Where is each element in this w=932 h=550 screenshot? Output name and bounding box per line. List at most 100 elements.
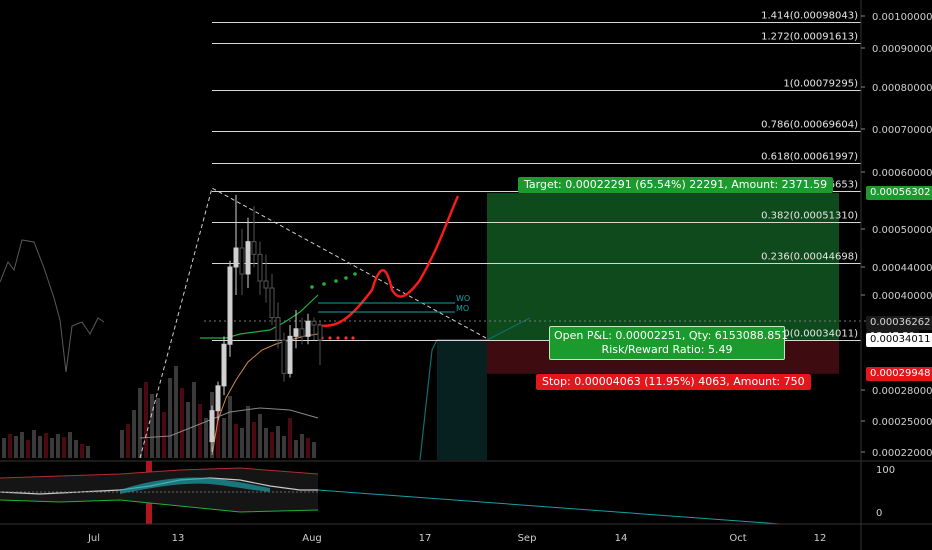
price-axis[interactable]: 0.00100000 0.00090000 0.00080000 0.00070000… [860, 0, 932, 550]
candle-body [293, 328, 299, 337]
price-tag: 0.00034011 [866, 333, 932, 347]
volume-bar [264, 428, 268, 458]
volume-bar [2, 438, 6, 458]
volume-bar [162, 412, 166, 458]
axis-tick-label: 0.00100000 [872, 12, 932, 23]
volume-bar [276, 426, 280, 458]
open-pnl-label[interactable]: Open P&L: 0.00002251, Qty: 6153088.851 R… [549, 326, 789, 360]
volume-bar [282, 436, 286, 458]
volume-bar [240, 428, 244, 458]
axis-tick-label: 0.00022000 [872, 448, 932, 459]
volume-bar [306, 438, 310, 458]
candle-body [239, 247, 245, 275]
volume-bar [20, 432, 24, 458]
projected-fill [437, 340, 487, 460]
candle-body [245, 241, 251, 275]
volume-bar [44, 433, 48, 458]
sma-orange [211, 333, 319, 456]
red-dot [336, 336, 340, 340]
candle-body [221, 343, 227, 387]
green-dot [310, 285, 314, 289]
volume-bar [32, 430, 36, 458]
osc-tick: 0 [876, 508, 882, 519]
volume-bar [150, 394, 154, 458]
volume-bar [62, 437, 66, 458]
price-tag: 0.00056302 [866, 186, 932, 200]
volume-bar [56, 434, 60, 458]
volume-bar [294, 440, 298, 458]
time-tick-label: Aug [302, 533, 322, 544]
stop-label[interactable]: Stop: 0.00004063 (11.95%) 4063, Amount: … [536, 374, 811, 390]
volume-bar [288, 418, 292, 458]
candle-body [317, 324, 323, 341]
osc-tick: 100 [876, 465, 895, 476]
volume-bar [192, 382, 196, 458]
volume-bar [156, 398, 160, 458]
volume-bar [14, 436, 18, 458]
volume-bar [138, 388, 142, 458]
volume-bar [132, 410, 136, 458]
time-tick-label: 12 [814, 533, 827, 544]
triangle-pattern [139, 187, 487, 459]
volume-bar [198, 404, 202, 458]
volume-bar [252, 422, 256, 458]
target-label[interactable]: Target: 0.00022291 (65.54%) 22291, Amoun… [518, 177, 834, 193]
fib-label: 0.236(0.00044698) [761, 252, 858, 263]
time-tick-label: 17 [419, 533, 432, 544]
history-line [0, 239, 105, 373]
osc-projection [317, 489, 781, 525]
fib-label: 1.272(0.00091613) [761, 32, 858, 43]
volume-bar [270, 432, 274, 458]
volume-bar [74, 440, 78, 458]
green-dot [322, 282, 326, 286]
green-dot [344, 276, 348, 280]
volume-bar [222, 418, 226, 458]
axis-tick-label: 0.00050000 [872, 225, 932, 236]
axis-tick-label: 0.00090000 [872, 44, 932, 55]
green-dot [334, 279, 338, 283]
sma-gray [139, 407, 319, 439]
candle-body [305, 320, 311, 337]
green-dot [353, 272, 357, 276]
axis-tick-label: 0.00070000 [872, 125, 932, 136]
forecast-path [317, 195, 460, 328]
fib-label: 1.414(0.00098043) [761, 11, 858, 22]
red-dot [344, 336, 348, 340]
volume-bar [234, 424, 238, 458]
volume-bar [312, 442, 316, 458]
wo-marker: WO [456, 294, 470, 303]
oscillator-pane: 100 0 [0, 460, 932, 525]
red-dot [351, 336, 355, 340]
candle-body [233, 247, 239, 268]
time-axis[interactable]: Jul 13 Aug 17 Sep 14 Oct 12 [0, 523, 932, 544]
mo-marker: MO [456, 304, 469, 313]
time-tick-label: 13 [172, 533, 185, 544]
time-tick-label: Oct [729, 533, 746, 544]
axis-tick-label: 0.00080000 [872, 83, 932, 94]
candle-body [299, 328, 305, 337]
fib-label: 0.786(0.00069604) [761, 120, 858, 131]
volume-bar [300, 434, 304, 458]
volume-bar [86, 446, 90, 458]
candle-body [251, 241, 257, 255]
osc-upper [0, 467, 319, 479]
candlesticks [209, 194, 323, 452]
open-pnl-text: Open P&L: 0.00002251, Qty: 6153088.851 [554, 329, 789, 342]
volume-bar [26, 440, 30, 458]
fibonacci-levels[interactable]: 1.414(0.00098043) 1.272(0.00091613) 1(0.00… [212, 11, 861, 341]
risk-reward-text: Risk/Reward Ratio: 5.49 [601, 343, 733, 356]
red-dot [328, 336, 332, 340]
axis-tick-label: 0.00060000 [872, 168, 932, 179]
time-tick-label: Sep [518, 533, 537, 544]
volume-bar [258, 414, 262, 458]
volume-bar [216, 410, 220, 458]
volume-bar [180, 388, 184, 458]
candle-body [227, 266, 233, 345]
volume-bar [228, 396, 232, 458]
fib-label: 1(0.00079295) [783, 79, 858, 90]
moving-averages [139, 294, 932, 456]
volume-bars [2, 366, 316, 458]
time-tick-label: Jul [87, 533, 100, 544]
